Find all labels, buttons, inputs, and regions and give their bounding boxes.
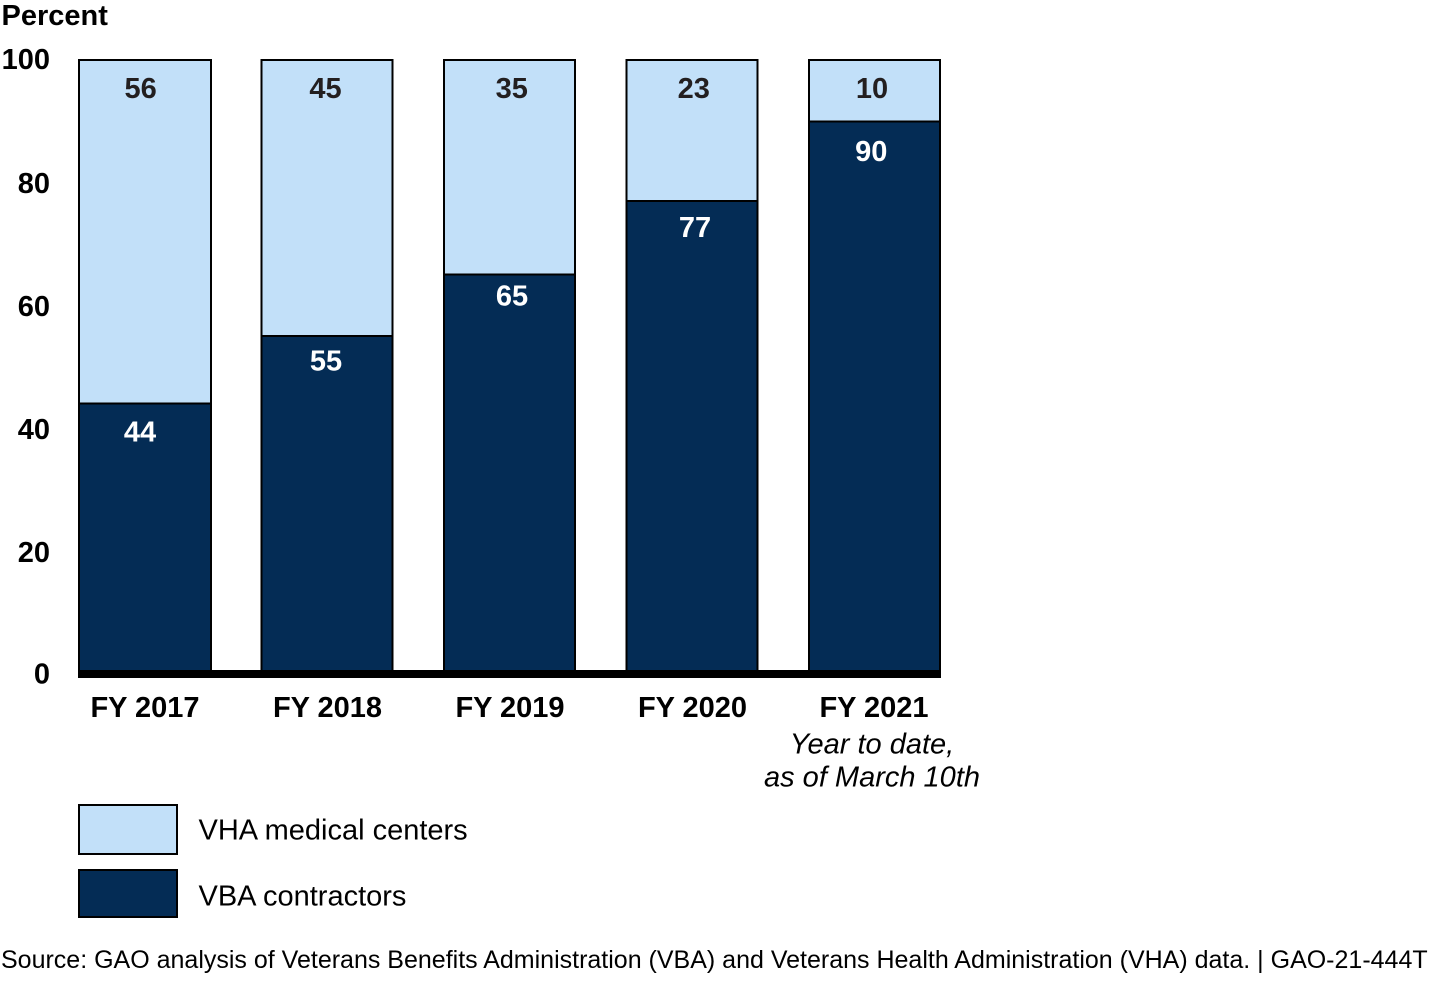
svg-text:77: 77 xyxy=(679,212,711,244)
svg-text:0: 0 xyxy=(34,659,50,691)
svg-text:90: 90 xyxy=(855,136,887,168)
svg-text:Percent: Percent xyxy=(2,0,109,32)
svg-text:Source: GAO analysis of Vetera: Source: GAO analysis of Veterans Benefit… xyxy=(1,946,1428,974)
svg-text:100: 100 xyxy=(2,44,50,76)
svg-text:FY 2017: FY 2017 xyxy=(90,692,199,724)
svg-text:60: 60 xyxy=(18,291,50,323)
svg-text:80: 80 xyxy=(18,168,50,200)
svg-text:44: 44 xyxy=(124,416,156,448)
svg-text:VBA contractors: VBA contractors xyxy=(199,881,407,913)
svg-text:45: 45 xyxy=(309,73,341,105)
svg-text:20: 20 xyxy=(18,537,50,569)
svg-text:VHA medical centers: VHA medical centers xyxy=(199,815,468,847)
svg-text:as of March 10th: as of March 10th xyxy=(764,762,980,794)
svg-text:Year to date,: Year to date, xyxy=(790,729,954,761)
svg-text:55: 55 xyxy=(310,346,342,378)
svg-text:FY 2021: FY 2021 xyxy=(819,692,928,724)
svg-text:FY 2019: FY 2019 xyxy=(455,692,564,724)
svg-text:FY 2018: FY 2018 xyxy=(273,692,382,724)
svg-text:FY 2020: FY 2020 xyxy=(638,692,747,724)
svg-text:10: 10 xyxy=(856,73,888,105)
svg-text:23: 23 xyxy=(678,73,710,105)
svg-text:35: 35 xyxy=(496,73,528,105)
svg-text:56: 56 xyxy=(124,73,156,105)
svg-text:65: 65 xyxy=(496,281,528,313)
svg-text:40: 40 xyxy=(18,414,50,446)
